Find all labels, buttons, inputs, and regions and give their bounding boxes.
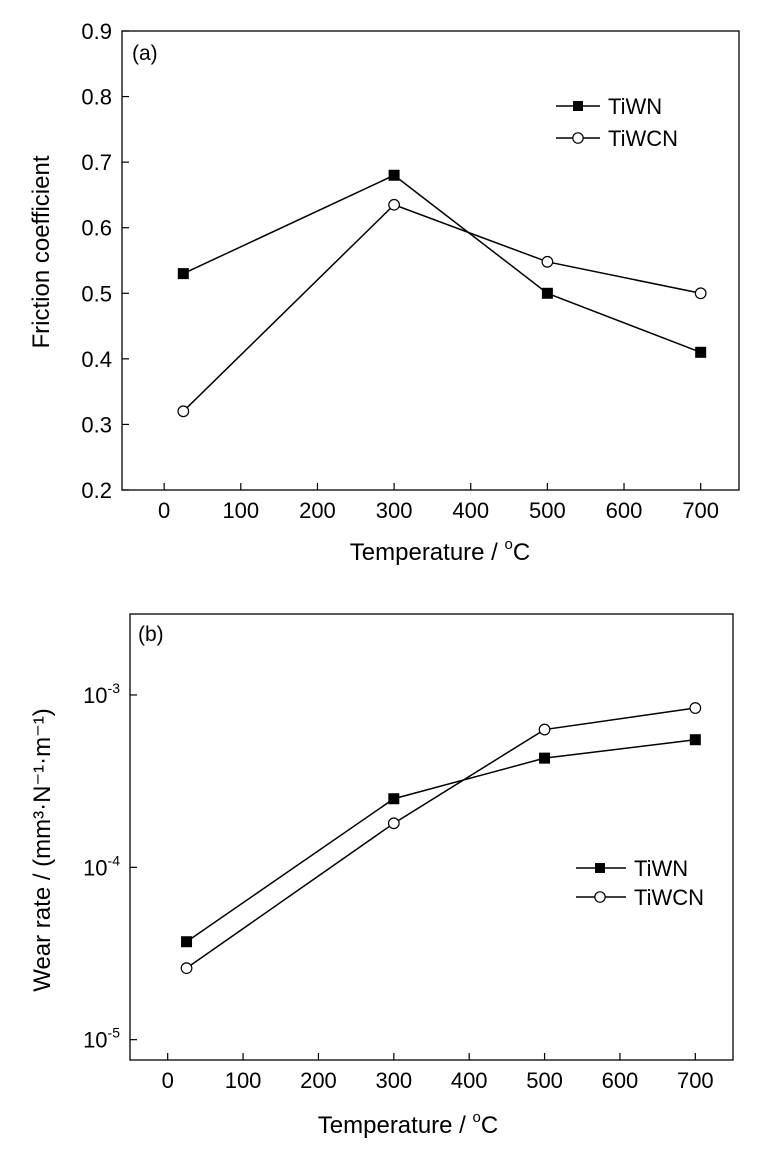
legend-item-tiwn-a: TiWN [556,94,662,119]
legend-item-tiwcn-b: TiWCN [576,885,704,910]
x-axis-title-b: Temperature / oC [318,1109,498,1139]
series-line-tiwcn [186,707,696,969]
data-point-tiwn [695,346,707,358]
x-tick-label: 200 [300,1068,337,1093]
x-tick-label: 600 [606,498,643,523]
panel-label-b: (b) [138,623,164,646]
y-tick-label: 0.7 [81,150,112,175]
y-tick-label: 0.3 [81,412,112,437]
x-tick-label: 500 [526,1068,563,1093]
data-point-tiwcn [541,255,554,268]
data-point-tiwcn [689,702,702,714]
x-tick-label: 600 [602,1068,639,1093]
legend-marker-circle [572,132,584,144]
y-tick-label: 0.8 [81,85,112,110]
data-point-tiwn [539,752,551,764]
x-tick-label: 0 [158,498,170,523]
x-tick-label: 400 [451,1068,488,1093]
legend-item-tiwn-b: TiWN [576,856,688,881]
x-ticks-a: 0 100 200 300 400 500 600 700 [158,483,719,523]
x-tick-label: 300 [376,498,413,523]
data-point-tiwcn [694,287,707,300]
x-tick-label: 700 [682,498,719,523]
series-line-tiwcn [182,203,701,412]
data-point-tiwn [388,793,400,805]
data-point-tiwn [541,287,553,299]
series-line-tiwn [186,738,696,943]
legend-marker-square [595,863,605,873]
y-ticks-b: 10-5 10-4 10-3 [83,680,137,1053]
legend-a: TiWN TiWCN [556,94,678,151]
x-tick-label: 500 [529,498,566,523]
legend-b: TiWN TiWCN [576,856,704,910]
legend-marker-circle [594,891,606,903]
legend-label-tiwn: TiWN [634,856,688,881]
legend-label-tiwcn: TiWCN [634,885,704,910]
x-axis-title-a: Temperature / oC [350,536,530,566]
data-point-tiwcn [180,962,193,975]
series-b [180,702,702,975]
data-point-tiwcn [538,723,551,736]
data-point-tiwcn [177,405,190,418]
legend-label-tiwcn: TiWCN [608,126,678,151]
data-point-tiwcn [388,198,400,211]
data-point-tiwn [388,169,400,181]
y-tick-label: 0.6 [81,216,112,241]
x-ticks-b: 0 100 200 300 400 500 600 700 [162,1053,714,1093]
data-point-tiwn [177,268,189,280]
y-tick-label: 0.2 [81,478,112,503]
y-tick-label: 10-3 [83,680,120,708]
x-tick-label: 200 [299,498,336,523]
series-a [177,169,707,418]
legend-item-tiwcn-a: TiWCN [556,126,678,151]
x-tick-label: 100 [225,1068,262,1093]
plot-frame-a [121,30,740,491]
x-tick-label: 300 [375,1068,412,1093]
y-tick-label: 10-4 [83,852,120,880]
y-tick-label: 0.5 [81,281,112,306]
data-point-tiwcn [387,817,400,830]
data-point-tiwn [181,936,193,948]
panel-a: 0 100 200 300 400 500 600 700 0.20.30.40.50.60.… [28,19,740,566]
legend-marker-square [573,101,583,111]
data-point-tiwn [689,734,701,746]
y-tick-label: 0.4 [81,347,112,372]
y-ticks-a: 0.2 0.3 0.4 0.5 0.6 0.7 0.8 0.9 [81,19,129,503]
x-tick-label: 100 [222,498,259,523]
legend-label-tiwn: TiWN [608,94,662,119]
plot-frame-b [129,613,734,1061]
y-tick-label: 10-5 [83,1025,120,1053]
panel-label-a: (a) [132,42,158,65]
series-line-tiwn [182,174,701,353]
x-tick-label: 400 [452,498,489,523]
y-axis-title-a: Friction coefficient [28,155,55,348]
y-tick-label: 0.9 [81,19,112,44]
y-axis-title-b: Wear rate / (mm³·N⁻¹·m⁻¹) [29,708,56,992]
x-tick-label: 0 [162,1068,174,1093]
x-tick-label: 700 [677,1068,714,1093]
panel-b: 0 100 200 300 400 500 600 700 10-510-410-3 (b) … [29,613,734,1139]
